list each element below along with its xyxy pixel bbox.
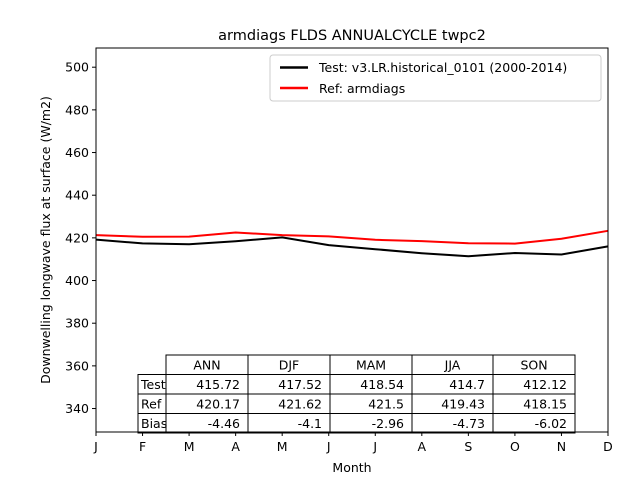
table-cell: -4.1 — [298, 416, 322, 431]
legend: Test: v3.LR.historical_0101 (2000-2014) … — [269, 54, 602, 102]
y-tick-label: 380 — [65, 316, 89, 331]
plot-frame — [95, 47, 609, 433]
table-row-label: Bias — [141, 416, 167, 431]
table-cell: 418.15 — [523, 397, 567, 412]
table-cell: 419.43 — [441, 397, 485, 412]
table-cell: 421.62 — [278, 397, 322, 412]
y-axis-label: Downwelling longwave flux at surface (W/… — [38, 96, 53, 384]
x-tick-label: M — [184, 439, 195, 454]
table-column-header: ANN — [193, 358, 220, 373]
x-tick-label: O — [510, 439, 520, 454]
table-cell: -6.02 — [535, 416, 567, 431]
table-column-header: MAM — [356, 358, 386, 373]
x-tick-label: J — [326, 439, 331, 454]
x-tick-label: F — [139, 439, 146, 454]
legend-label-ref: Ref: armdiags — [319, 81, 405, 96]
legend-label-test: Test: v3.LR.historical_0101 (2000-2014) — [318, 60, 567, 75]
table-cell: -2.96 — [372, 416, 404, 431]
table-cell: 412.12 — [523, 377, 567, 392]
y-tick-label: 460 — [65, 145, 89, 160]
table-cell: 418.54 — [360, 377, 404, 392]
table-cell: -4.73 — [453, 416, 485, 431]
table-row — [165, 413, 576, 434]
table-cell: 420.17 — [196, 397, 240, 412]
legend-box — [269, 54, 602, 102]
x-tick-label: A — [231, 439, 240, 454]
x-tick-label: D — [603, 439, 613, 454]
table-cell: 421.5 — [368, 397, 404, 412]
y-tick-label: 500 — [65, 60, 89, 75]
x-tick-label: N — [557, 439, 566, 454]
table-row-label: Test — [140, 377, 166, 392]
stats-table: ANN DJF MAM JJA SON Test 415.72 417.52 418.54 414… — [137, 354, 576, 434]
x-tick-label: S — [464, 439, 472, 454]
series-line-ref — [95, 229, 609, 245]
y-tick-label: 480 — [65, 102, 89, 117]
x-tick-label: A — [418, 439, 427, 454]
y-tick-label: 360 — [65, 358, 89, 373]
y-tick-label: 340 — [65, 401, 89, 416]
series-layer — [95, 229, 609, 258]
x-axis-label: Month — [332, 460, 371, 475]
table-cell: 417.52 — [278, 377, 322, 392]
y-tick-label: 440 — [65, 188, 89, 203]
series-line-test — [95, 236, 609, 258]
y-tick-label: 420 — [65, 230, 89, 245]
table-row-label: Ref — [141, 397, 162, 412]
table-column-header: JJA — [444, 358, 461, 373]
table-cell: -4.46 — [208, 416, 240, 431]
x-tick-label: J — [93, 439, 98, 454]
table-cell: 415.72 — [196, 377, 240, 392]
table-column-header: DJF — [279, 358, 300, 373]
x-tick-label: J — [372, 439, 377, 454]
x-tick-label: M — [277, 439, 288, 454]
table-column-header: SON — [520, 358, 547, 373]
y-axis: 340 360 380 400 420 440 460 480 500 — [65, 60, 96, 416]
chart-title: armdiags FLDS ANNUALCYCLE twpc2 — [218, 28, 486, 44]
table-cell: 414.7 — [449, 377, 485, 392]
y-tick-label: 400 — [65, 273, 89, 288]
